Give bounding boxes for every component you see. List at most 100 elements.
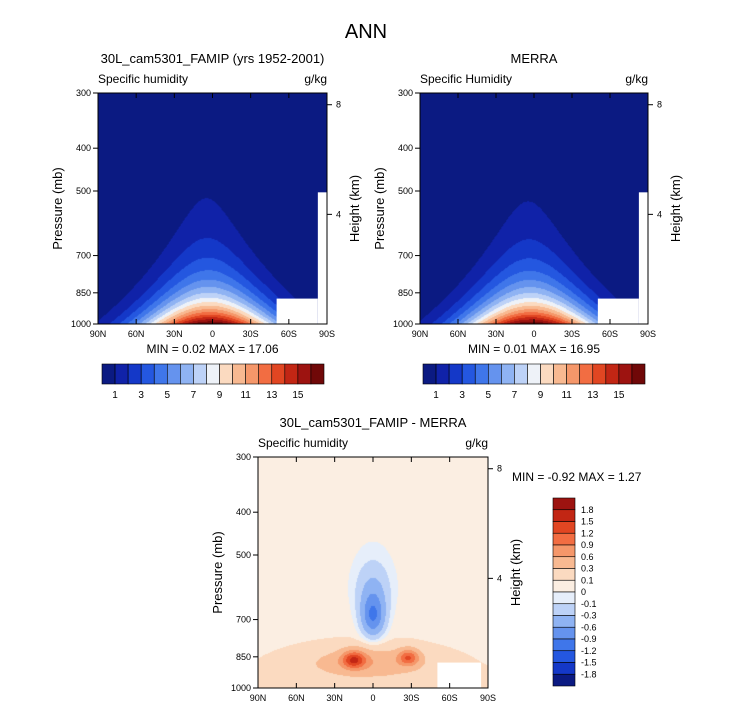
colorbar-box [180, 363, 194, 385]
min-max-label: MIN = 0.02 MAX = 17.06 [146, 342, 278, 356]
y-tick-label: 1000 [231, 683, 251, 693]
colorbar-box [592, 363, 607, 385]
right-axis-title: Height (km) [347, 175, 362, 242]
colorbar-box [297, 363, 312, 385]
x-tick-label: 0 [531, 329, 536, 339]
colorbar-box [552, 579, 576, 593]
colorbar-label: -0.1 [581, 599, 597, 609]
colorbar-box [310, 363, 325, 385]
colorbar-box [618, 363, 633, 385]
panels: 30L_cam5301_FAMIP (yrs 1952-2001) Specifi… [50, 51, 683, 703]
colorbar-box [552, 650, 576, 663]
x-tick-label: 60S [281, 329, 297, 339]
y-tick-label: 500 [76, 186, 91, 196]
y-tick-label: 1000 [71, 319, 91, 329]
colorbar-label: 0.3 [581, 564, 594, 574]
colorbar-box [487, 363, 502, 385]
right-axis-title: Height (km) [508, 539, 523, 606]
terrain-mask [276, 298, 318, 324]
x-tick-label: 90N [250, 693, 267, 703]
x-tick-label: 90S [640, 329, 656, 339]
y-tick-label: 300 [398, 88, 413, 98]
height-tick-label: 8 [657, 100, 662, 110]
colorbar-box [566, 363, 581, 385]
colorbar-label: 9 [538, 390, 544, 401]
colorbar-box [501, 363, 515, 385]
panel-1: 30L_cam5301_FAMIP (yrs 1952-2001) Specifi… [50, 51, 362, 356]
panel-title: MERRA [511, 51, 558, 66]
x-tick-label: 90N [412, 329, 429, 339]
colorbar-box [140, 363, 155, 385]
x-tick-label: 90S [480, 693, 496, 703]
colorbar-label: 9 [217, 390, 223, 401]
min-max-label: MIN = -0.92 MAX = 1.27 [512, 470, 642, 484]
colorbar-label: -1.2 [581, 646, 597, 656]
figure-title: ANN [345, 21, 387, 43]
y-tick-label: 500 [236, 550, 251, 560]
y-tick-label: 850 [76, 288, 91, 298]
colorbar-box [461, 363, 476, 385]
colorbar-box [552, 626, 576, 640]
colorbar-box [552, 509, 576, 522]
colorbar-box [552, 603, 576, 616]
colorbar-label: 1.5 [581, 517, 594, 527]
contour-field [258, 457, 488, 688]
colorbar-box [166, 363, 181, 385]
colorbar-label: 5 [486, 390, 492, 401]
colorbar-label: 1 [112, 390, 118, 401]
x-tick-label: 30N [326, 693, 343, 703]
colorbar-box [114, 363, 129, 385]
terrain-mask [317, 192, 327, 324]
y-tick-label: 850 [236, 652, 251, 662]
colorbar-box [245, 363, 260, 385]
units-label: g/kg [625, 72, 648, 86]
x-tick-label: 30N [488, 329, 505, 339]
panel-title: 30L_cam5301_FAMIP - MERRA [280, 415, 467, 430]
colorbar-box [552, 638, 576, 652]
terrain-mask [597, 298, 639, 324]
colorbar-label: 5 [165, 390, 171, 401]
colorbar-label: 3 [138, 390, 144, 401]
colorbar-box [127, 363, 142, 385]
y-tick-label: 300 [236, 452, 251, 462]
colorbar-label: 0.6 [581, 552, 594, 562]
x-tick-label: 30S [564, 329, 580, 339]
colorbar-box [474, 363, 489, 385]
height-tick-label: 8 [497, 464, 502, 474]
colorbar-2: 1 3 5 7 9 11 13 15 [422, 363, 646, 401]
colorbar-box [552, 662, 576, 675]
y-tick-label: 400 [398, 143, 413, 153]
colorbar-box [552, 497, 576, 511]
x-tick-label: 60S [442, 693, 458, 703]
colorbar-label: 15 [613, 390, 625, 401]
colorbar-box [552, 544, 576, 558]
units-label: g/kg [465, 436, 488, 450]
colorbar-box [552, 556, 576, 569]
height-tick-label: 4 [336, 209, 341, 219]
y-tick-label: 300 [76, 88, 91, 98]
terrain-mask [638, 192, 648, 324]
colorbar-box [540, 363, 554, 385]
colorbar-3: 1.8 1.51.2 0.9 0.6 0.30.1 0 -0.1 -0.3-0.6 -0.9 -1… [552, 497, 597, 687]
colorbar-box [101, 363, 116, 385]
panel-3: 30L_cam5301_FAMIP - MERRA Specific humidi… [210, 415, 642, 703]
colorbar-box [284, 363, 299, 385]
units-label: g/kg [304, 72, 327, 86]
colorbar-label: 0.9 [581, 540, 594, 550]
colorbar-box [448, 363, 463, 385]
colorbar-label: 0.1 [581, 575, 594, 585]
y-tick-label: 1000 [393, 319, 413, 329]
x-tick-label: 30S [403, 693, 419, 703]
y-tick-label: 700 [76, 251, 91, 261]
colorbar-label: -1.8 [581, 669, 597, 679]
x-tick-label: 60N [450, 329, 467, 339]
colorbar-box [527, 363, 541, 385]
colorbar-box [552, 568, 576, 581]
colorbar-box [552, 673, 576, 687]
colorbar-box [153, 363, 168, 385]
x-tick-label: 60S [602, 329, 618, 339]
colorbar-box [631, 363, 646, 385]
colorbar-box [193, 363, 207, 385]
colorbar-box [422, 363, 437, 385]
